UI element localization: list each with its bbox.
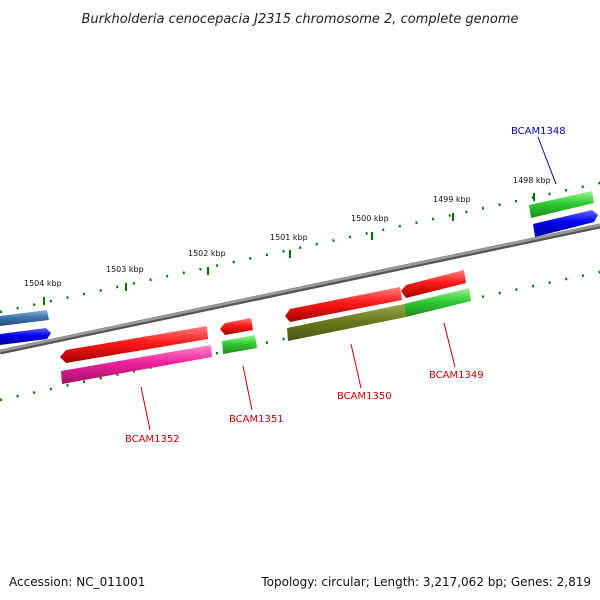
gene-feature[interactable] <box>222 335 257 354</box>
gene-feature[interactable] <box>0 310 49 326</box>
leader-line <box>140 386 151 431</box>
gene-feature[interactable] <box>401 270 466 298</box>
leader-line <box>443 322 456 368</box>
tick-label: 1499 kbp <box>433 195 471 204</box>
tick-label: 1502 kbp <box>188 249 226 258</box>
gene-feature[interactable] <box>287 304 406 341</box>
gene-feature[interactable] <box>220 318 253 335</box>
gene-feature[interactable] <box>404 288 471 317</box>
gene-label[interactable]: BCAM1352 <box>125 434 180 445</box>
scale-ticks: 1504 kbp 1503 kbp 1502 kbp 1501 kbp 1500… <box>24 176 551 305</box>
genome-summary-text: Topology: circular; Length: 3,217,062 bp… <box>260 575 591 589</box>
leader-line <box>350 343 362 389</box>
gene-feature[interactable] <box>533 210 598 237</box>
genome-backbone <box>0 223 600 353</box>
outer-scale-track <box>0 181 600 314</box>
tick-label: 1498 kbp <box>513 176 551 185</box>
tick-label: 1501 kbp <box>270 233 308 242</box>
tick-label: 1503 kbp <box>106 265 144 274</box>
leader-line <box>242 365 253 411</box>
gene-label[interactable]: BCAM1350 <box>337 391 392 402</box>
gene-feature[interactable] <box>61 345 212 384</box>
gene-feature[interactable] <box>529 191 594 218</box>
feature-row-forward <box>0 191 598 363</box>
gene-label[interactable]: BCAM1351 <box>229 414 284 425</box>
gene-feature[interactable] <box>285 287 402 322</box>
gene-label[interactable]: BCAM1349 <box>429 370 484 381</box>
gene-labels: BCAM1348 BCAM1349 BCAM1350 BCAM1351 BCAM… <box>125 126 566 445</box>
feature-row-reverse <box>61 288 471 384</box>
minor-ticks-outer <box>0 181 600 314</box>
accession-text: Accession: NC_011001 <box>9 575 145 589</box>
tick-label: 1504 kbp <box>24 279 62 288</box>
gene-label[interactable]: BCAM1348 <box>511 126 566 137</box>
tick-label: 1500 kbp <box>351 214 389 223</box>
gene-feature[interactable] <box>0 328 51 345</box>
map-title: Burkholderia cenocepacia J2315 chromosom… <box>81 12 518 27</box>
gene-feature[interactable] <box>60 326 208 363</box>
leader-line <box>537 136 557 185</box>
